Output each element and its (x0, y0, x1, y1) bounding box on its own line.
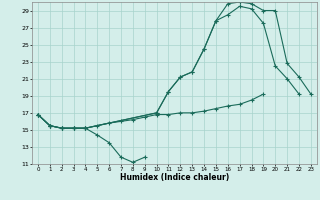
X-axis label: Humidex (Indice chaleur): Humidex (Indice chaleur) (120, 173, 229, 182)
